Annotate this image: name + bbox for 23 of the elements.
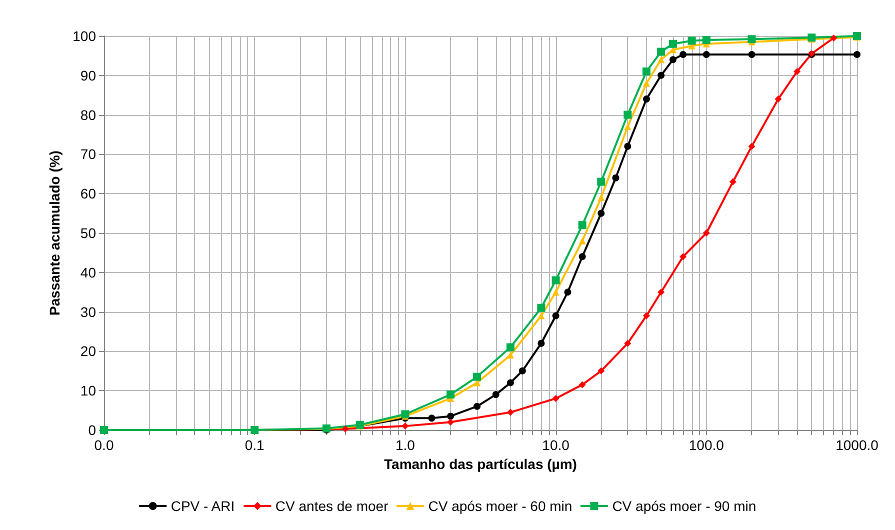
y-tick-label: 60 [80, 186, 96, 202]
y-tick-label: 30 [80, 304, 96, 320]
x-tick-label: 0.0 [94, 437, 114, 453]
y-tick-label: 50 [80, 225, 96, 241]
x-tick-label: 1.0 [395, 437, 416, 453]
x-tick-label: 100.0 [688, 437, 724, 453]
x-tick-label: 10.0 [542, 437, 570, 453]
y-tick-label: 0 [88, 422, 96, 438]
y-tick-label: 80 [80, 106, 96, 123]
y-tick-label: 10 [80, 382, 96, 399]
y-axis-title: Passante acumulado (%) [46, 150, 63, 316]
legend-label: CV antes de moer [275, 498, 389, 514]
x-tick-label: 1000.0 [836, 437, 879, 453]
legend-label: CV após moer - 60 min [428, 498, 572, 514]
legend-label: CPV - ARI [170, 498, 235, 514]
x-tick-label: 0.1 [244, 437, 265, 453]
y-tick-label: 20 [80, 343, 96, 360]
y-tick-label: 100 [72, 28, 96, 44]
x-axis-title: Tamanho das partículas (µm) [384, 456, 577, 472]
y-tick-label: 70 [80, 146, 96, 162]
y-tick-label: 90 [80, 67, 96, 84]
legend-label: CV após moer - 90 min [612, 498, 756, 514]
y-tick-label: 40 [80, 264, 96, 280]
